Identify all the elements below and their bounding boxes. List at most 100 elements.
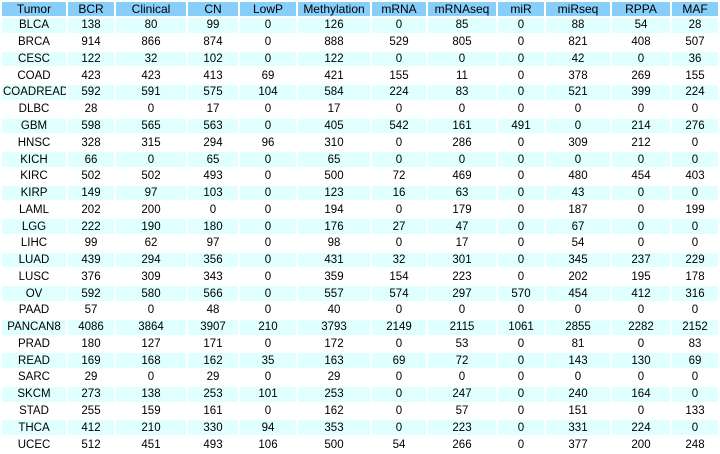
count-cell: 493 [188, 168, 238, 184]
count-cell: 248 [672, 437, 718, 452]
count-cell: 0 [498, 135, 544, 151]
count-cell: 29 [68, 370, 114, 385]
count-cell: 102 [188, 51, 238, 67]
count-cell: 0 [428, 101, 496, 117]
count-cell: 0 [498, 252, 544, 268]
tumor-label-cell: SKCM [2, 386, 66, 402]
count-cell: 210 [240, 319, 296, 335]
count-cell: 866 [116, 34, 186, 50]
tumor-label-cell: KIRP [2, 185, 66, 201]
count-cell: 106 [240, 437, 296, 452]
count-cell: 469 [428, 168, 496, 184]
table-row: KICH 66 0 65 0 65 0 0 0 0 0 0 [2, 152, 718, 167]
table-row: UCEC 512 451 493 106 500 54 266 0 377 200 248 [2, 437, 718, 452]
count-cell: 0 [612, 152, 670, 167]
table-row: LGG 222 190 180 0 176 27 47 0 67 0 0 [2, 219, 718, 234]
count-cell: 180 [188, 219, 238, 234]
count-cell: 565 [116, 118, 186, 134]
count-cell: 57 [428, 403, 496, 419]
count-cell: 502 [68, 168, 114, 184]
count-cell: 0 [240, 185, 296, 201]
count-cell: 0 [240, 336, 296, 352]
tumor-label-cell: CESC [2, 51, 66, 67]
count-cell: 247 [428, 386, 496, 402]
count-cell: 0 [612, 403, 670, 419]
table-row: PRAD 180 127 171 0 172 0 53 0 81 0 83 [2, 336, 718, 352]
count-cell: 0 [428, 370, 496, 385]
count-cell: 423 [116, 68, 186, 84]
count-cell: 874 [188, 34, 238, 50]
count-cell: 0 [546, 118, 610, 134]
count-cell: 69 [372, 353, 426, 369]
count-cell: 163 [298, 353, 370, 369]
count-cell: 580 [116, 286, 186, 302]
count-cell: 35 [240, 353, 296, 369]
count-cell: 29 [188, 370, 238, 385]
count-cell: 3864 [116, 319, 186, 335]
count-cell: 178 [672, 269, 718, 285]
count-cell: 155 [672, 68, 718, 84]
count-cell: 574 [372, 286, 426, 302]
table-row: COAD 423 423 413 69 421 155 11 0 378 269 155 [2, 68, 718, 84]
count-cell: 0 [240, 152, 296, 167]
count-cell: 96 [240, 135, 296, 151]
count-cell: 566 [188, 286, 238, 302]
count-cell: 43 [546, 185, 610, 201]
count-cell: 176 [298, 219, 370, 234]
count-cell: 159 [116, 403, 186, 419]
count-cell: 413 [188, 68, 238, 84]
count-cell: 72 [428, 353, 496, 369]
count-cell: 17 [188, 101, 238, 117]
count-cell: 65 [188, 152, 238, 167]
count-cell: 83 [428, 85, 496, 100]
table-row: CESC 122 32 102 0 122 0 0 0 42 0 36 [2, 51, 718, 67]
count-cell: 0 [546, 370, 610, 385]
count-cell: 359 [298, 269, 370, 285]
count-cell: 480 [546, 168, 610, 184]
count-cell: 3793 [298, 319, 370, 335]
count-cell: 0 [372, 101, 426, 117]
count-cell: 54 [612, 18, 670, 33]
count-cell: 69 [240, 68, 296, 84]
count-cell: 99 [188, 18, 238, 33]
column-header-mir: miR [498, 2, 544, 16]
count-cell: 328 [68, 135, 114, 151]
count-cell: 0 [240, 18, 296, 33]
count-cell: 0 [498, 101, 544, 117]
tumor-label-cell: GBM [2, 118, 66, 134]
count-cell: 54 [546, 235, 610, 251]
count-cell: 123 [298, 185, 370, 201]
count-cell: 17 [298, 101, 370, 117]
count-cell: 412 [68, 420, 114, 436]
count-cell: 0 [672, 370, 718, 385]
count-cell: 0 [188, 202, 238, 218]
count-cell: 431 [298, 252, 370, 268]
count-cell: 202 [68, 202, 114, 218]
count-cell: 276 [672, 118, 718, 134]
count-cell: 0 [116, 303, 186, 318]
count-cell: 0 [672, 219, 718, 234]
count-cell: 195 [612, 269, 670, 285]
count-cell: 408 [612, 34, 670, 50]
count-cell: 200 [612, 437, 670, 452]
column-header-bcr: BCR [68, 2, 114, 16]
count-cell: 542 [372, 118, 426, 134]
tumor-label-cell: LUSC [2, 269, 66, 285]
count-cell: 0 [498, 185, 544, 201]
table-row: BLCA 138 80 99 0 126 0 85 0 88 54 28 [2, 18, 718, 33]
count-cell: 171 [188, 336, 238, 352]
count-cell: 310 [298, 135, 370, 151]
count-cell: 451 [116, 437, 186, 452]
count-cell: 0 [546, 152, 610, 167]
count-cell: 155 [372, 68, 426, 84]
table-row: KIRC 502 502 493 0 500 72 469 0 480 454 403 [2, 168, 718, 184]
count-cell: 69 [672, 353, 718, 369]
count-cell: 154 [372, 269, 426, 285]
count-cell: 190 [116, 219, 186, 234]
count-cell: 11 [428, 68, 496, 84]
count-cell: 48 [188, 303, 238, 318]
count-cell: 0 [372, 51, 426, 67]
count-cell: 301 [428, 252, 496, 268]
count-cell: 66 [68, 152, 114, 167]
count-cell: 81 [546, 336, 610, 352]
